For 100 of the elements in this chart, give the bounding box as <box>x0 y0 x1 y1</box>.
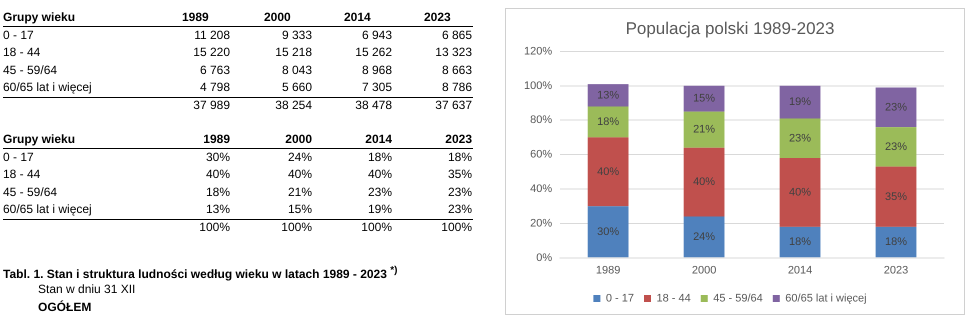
text: 7 305 <box>362 80 392 95</box>
text: 2014 <box>365 132 392 147</box>
data-label: 18% <box>597 116 620 128</box>
text: 15 218 <box>275 45 312 60</box>
text: 11 208 <box>194 28 230 42</box>
text: 2023 <box>445 132 472 147</box>
text: 40% <box>288 167 312 182</box>
text: 8 043 <box>282 62 312 78</box>
text: 2000 <box>264 10 291 25</box>
text: 5 660 <box>282 80 312 95</box>
text: 1989 <box>203 132 230 147</box>
text: 60/65 lat i więcej <box>3 80 92 95</box>
text: 37 637 <box>435 98 472 112</box>
text: 18 - 44 <box>3 167 40 182</box>
bar <box>588 84 629 106</box>
data-label: 40% <box>597 166 620 178</box>
text: 40% <box>368 167 392 182</box>
bar <box>780 118 820 158</box>
text: 2000 <box>285 132 312 147</box>
text: Grupy wieku <box>3 132 76 147</box>
data-label: 40% <box>789 186 812 198</box>
data-label: 23% <box>885 101 908 114</box>
y-tick-label: 60% <box>530 148 552 161</box>
text: 6 763 <box>200 62 230 78</box>
text: Tabl. 1. Stan i struktura ludności według wieku w latach 1989 - 2023 $^{*)}$ <box>3 264 398 282</box>
data-label: 23% <box>789 132 812 144</box>
text: 15 262 <box>355 45 392 60</box>
data-label: 21% <box>693 124 716 136</box>
x-tick-label: 1989 <box>596 264 620 276</box>
text: 30% <box>206 150 230 164</box>
text: 40% <box>206 167 230 182</box>
data-label: 19% <box>789 96 812 108</box>
data-label: 35% <box>885 190 908 203</box>
text: 18% <box>448 150 472 164</box>
y-tick-label: 20% <box>530 217 552 230</box>
legend-label: 18 - 44 <box>656 292 691 305</box>
data-label: 24% <box>693 230 716 243</box>
x-tick-label: 2014 <box>788 264 812 276</box>
text: 0 - 17 <box>3 28 34 42</box>
y-tick-label: 0% <box>536 252 552 264</box>
text: 2023 <box>424 10 451 25</box>
bar <box>588 106 629 138</box>
text: 8 663 <box>442 62 472 78</box>
text: 18 - 44 <box>3 45 40 60</box>
bar <box>588 137 629 206</box>
bar <box>684 112 724 148</box>
data-label: 15% <box>693 92 716 105</box>
text: 6 865 <box>442 28 472 42</box>
text: 13% <box>206 202 230 217</box>
data-label: 30% <box>597 226 620 238</box>
bar <box>876 127 916 167</box>
text: 100% <box>441 220 472 234</box>
y-tick-label: 40% <box>530 183 552 196</box>
text: 8 968 <box>362 62 392 78</box>
legend-label: 60/65 lat i więcej <box>785 292 867 305</box>
bar <box>876 88 916 128</box>
chart-title: Populacja polski 1989-2023 <box>626 18 834 38</box>
text: 15% <box>288 202 312 217</box>
text: 2014 <box>344 10 371 25</box>
text: 8 786 <box>442 80 472 95</box>
text: 100% <box>199 220 230 234</box>
y-tick-label: 120% <box>524 45 552 58</box>
legend-label: 45 - 59/64 <box>713 292 763 305</box>
bar <box>588 206 629 258</box>
text: 60/65 lat i więcej <box>3 202 92 217</box>
text: 100% <box>281 220 312 234</box>
data-label: 23% <box>885 140 908 153</box>
y-tick-label: 100% <box>524 80 552 92</box>
text: 100% <box>361 220 392 234</box>
text: OGÓŁEM <box>38 300 92 315</box>
bar <box>876 166 916 227</box>
text: 15 220 <box>193 45 230 60</box>
y-tick-label: 80% <box>530 114 552 126</box>
text: 24% <box>288 150 312 164</box>
bar <box>780 226 820 258</box>
bar <box>780 86 820 118</box>
text: 21% <box>288 184 312 200</box>
text: 45 - 59/64 <box>3 62 58 78</box>
data-label: 40% <box>693 176 716 188</box>
text: 6 943 <box>362 28 392 42</box>
text: 23% <box>448 202 472 217</box>
text: 4 798 <box>200 80 230 95</box>
bar <box>780 158 820 227</box>
data-label: 13% <box>597 89 620 102</box>
bar <box>684 148 724 217</box>
text: 9 333 <box>282 28 312 42</box>
text: 18% <box>206 184 230 200</box>
text: 35% <box>448 167 472 182</box>
x-tick-label: 2000 <box>692 264 716 276</box>
bar <box>684 216 724 258</box>
text: 37 989 <box>193 98 230 112</box>
text: Grupy wieku <box>3 10 76 25</box>
x-tick-label: 2023 <box>884 264 908 276</box>
text: 38 478 <box>355 98 392 112</box>
data-label: 18% <box>789 236 812 248</box>
text: 23% <box>368 184 392 200</box>
text: 19% <box>368 202 392 217</box>
text: 23% <box>448 184 472 200</box>
text: 38 254 <box>275 98 312 112</box>
bar <box>876 226 916 258</box>
